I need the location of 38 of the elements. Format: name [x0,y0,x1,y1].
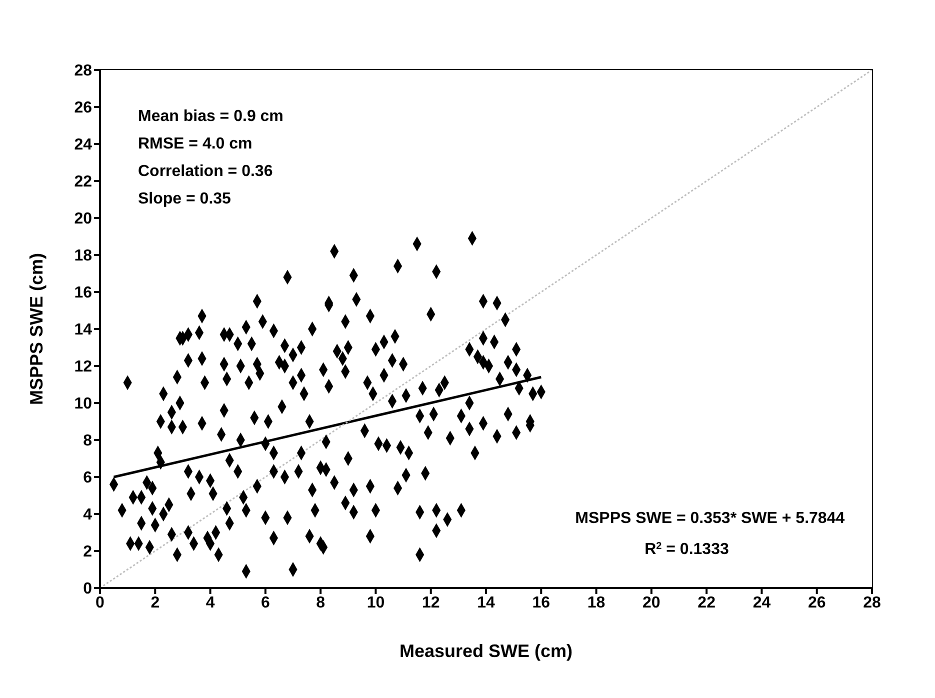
y-tick-label: 14 [74,322,92,339]
x-tick-label: 16 [532,594,550,612]
annotation: MSPPS SWE = 0.353* SWE + 5.7844 [575,510,845,527]
y-tick-label: 12 [74,358,92,376]
y-tick-label: 16 [74,284,92,302]
x-tick-label: 6 [260,594,270,612]
annotation: Correlation = 0.36 [138,163,273,180]
x-tick-label: 2 [150,594,160,612]
y-tick-label: 8 [83,432,92,450]
y-tick-label: 24 [74,136,92,154]
y-axis-title: MSPPS SWE (cm) [26,252,46,406]
x-tick-label: 26 [808,594,826,612]
annotation: Slope = 0.35 [138,190,232,208]
x-tick-label: 10 [366,594,385,612]
y-tick-label: 22 [74,174,92,191]
x-tick-label: 18 [587,594,606,612]
x-tick-label: 0 [96,594,105,612]
y-tick-label: 4 [83,506,92,524]
y-tick-label: 28 [74,62,92,80]
annotation: Mean bias = 0.9 cm [138,108,284,125]
y-tick-label: 20 [74,210,92,228]
x-tick-label: 24 [752,594,771,612]
y-tick-label: 26 [74,100,92,117]
y-tick-label: 2 [83,544,92,561]
x-tick-label: 22 [698,594,716,612]
x-tick-label: 8 [316,594,326,612]
y-tick-label: 6 [83,470,92,487]
y-tick-label: 0 [83,580,92,598]
x-tick-label: 20 [642,594,660,612]
y-tick-label: 10 [74,396,92,413]
x-tick-label: 12 [422,594,440,612]
x-tick-label: 28 [863,594,881,612]
y-tick-label: 18 [74,248,92,265]
x-tick-label: 4 [206,594,215,612]
annotation: R$^{2}$ = 0.1333 [644,540,729,558]
x-tick-label: 14 [477,594,495,612]
annotation: RMSE = 4.0 cm [138,136,252,152]
x-axis-title: Measured SWE (cm) [399,640,573,661]
